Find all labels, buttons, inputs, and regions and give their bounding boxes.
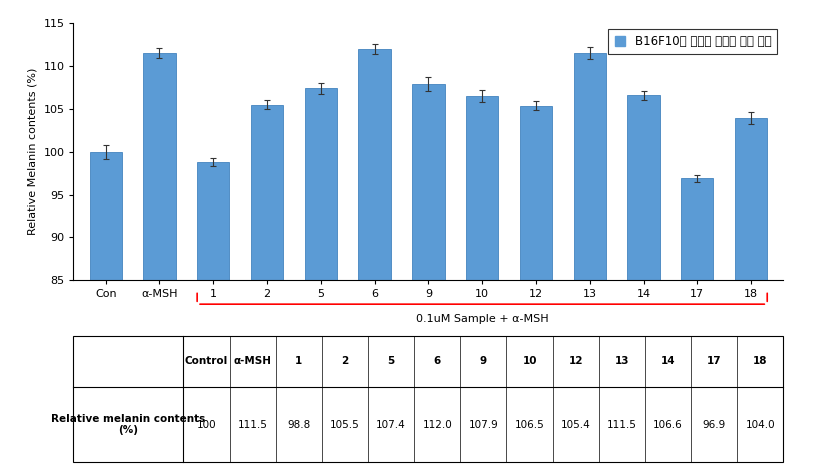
Text: 112.0: 112.0 xyxy=(423,419,452,430)
Text: 100: 100 xyxy=(197,419,216,430)
Text: 0.1uM Sample + α-MSH: 0.1uM Sample + α-MSH xyxy=(416,314,548,325)
Text: 107.9: 107.9 xyxy=(468,419,499,430)
Bar xyxy=(520,106,552,467)
Text: 107.4: 107.4 xyxy=(376,419,406,430)
Text: 1: 1 xyxy=(295,356,303,367)
Text: 17: 17 xyxy=(707,356,721,367)
Text: Control: Control xyxy=(185,356,228,367)
Bar xyxy=(466,96,499,467)
Text: 9: 9 xyxy=(480,356,487,367)
Text: 105.4: 105.4 xyxy=(561,419,591,430)
Text: 106.6: 106.6 xyxy=(653,419,683,430)
Text: α-MSH: α-MSH xyxy=(233,356,272,367)
Bar xyxy=(90,152,122,467)
Text: 104.0: 104.0 xyxy=(746,419,775,430)
Bar xyxy=(628,95,659,467)
Bar xyxy=(251,105,283,467)
Bar xyxy=(304,88,337,467)
Text: 111.5: 111.5 xyxy=(237,419,268,430)
Text: 6: 6 xyxy=(433,356,441,367)
Bar xyxy=(412,84,445,467)
Text: 98.8: 98.8 xyxy=(287,419,310,430)
Text: 5: 5 xyxy=(388,356,395,367)
Text: 111.5: 111.5 xyxy=(607,419,636,430)
Text: 14: 14 xyxy=(661,356,676,367)
Bar xyxy=(358,49,391,467)
Bar xyxy=(735,118,767,467)
Bar xyxy=(574,53,605,467)
Text: 106.5: 106.5 xyxy=(515,419,544,430)
Text: 18: 18 xyxy=(753,356,768,367)
Legend: B16F10을 이용한 멘라닌 함량 측정: B16F10을 이용한 멘라닌 함량 측정 xyxy=(608,29,778,54)
Bar xyxy=(144,53,175,467)
Text: Relative melanin contents
(%): Relative melanin contents (%) xyxy=(51,414,206,435)
Text: 105.5: 105.5 xyxy=(330,419,360,430)
Text: 2: 2 xyxy=(341,356,348,367)
Text: 10: 10 xyxy=(522,356,537,367)
Bar xyxy=(197,162,229,467)
Bar xyxy=(681,178,713,467)
Text: 13: 13 xyxy=(614,356,629,367)
Y-axis label: Relative Melanin contents (%): Relative Melanin contents (%) xyxy=(28,68,38,235)
Text: 12: 12 xyxy=(569,356,583,367)
Text: 96.9: 96.9 xyxy=(703,419,725,430)
